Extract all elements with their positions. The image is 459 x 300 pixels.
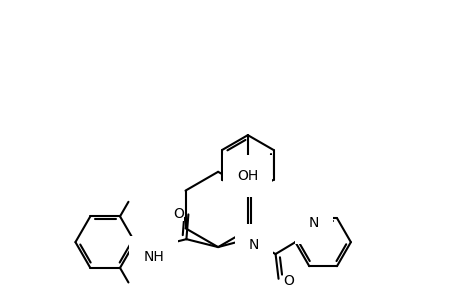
Text: NH: NH (143, 250, 164, 264)
Text: N: N (248, 238, 258, 252)
Text: O: O (173, 207, 184, 221)
Text: O: O (282, 274, 293, 288)
Text: OH: OH (237, 169, 258, 183)
Text: N: N (308, 216, 319, 230)
